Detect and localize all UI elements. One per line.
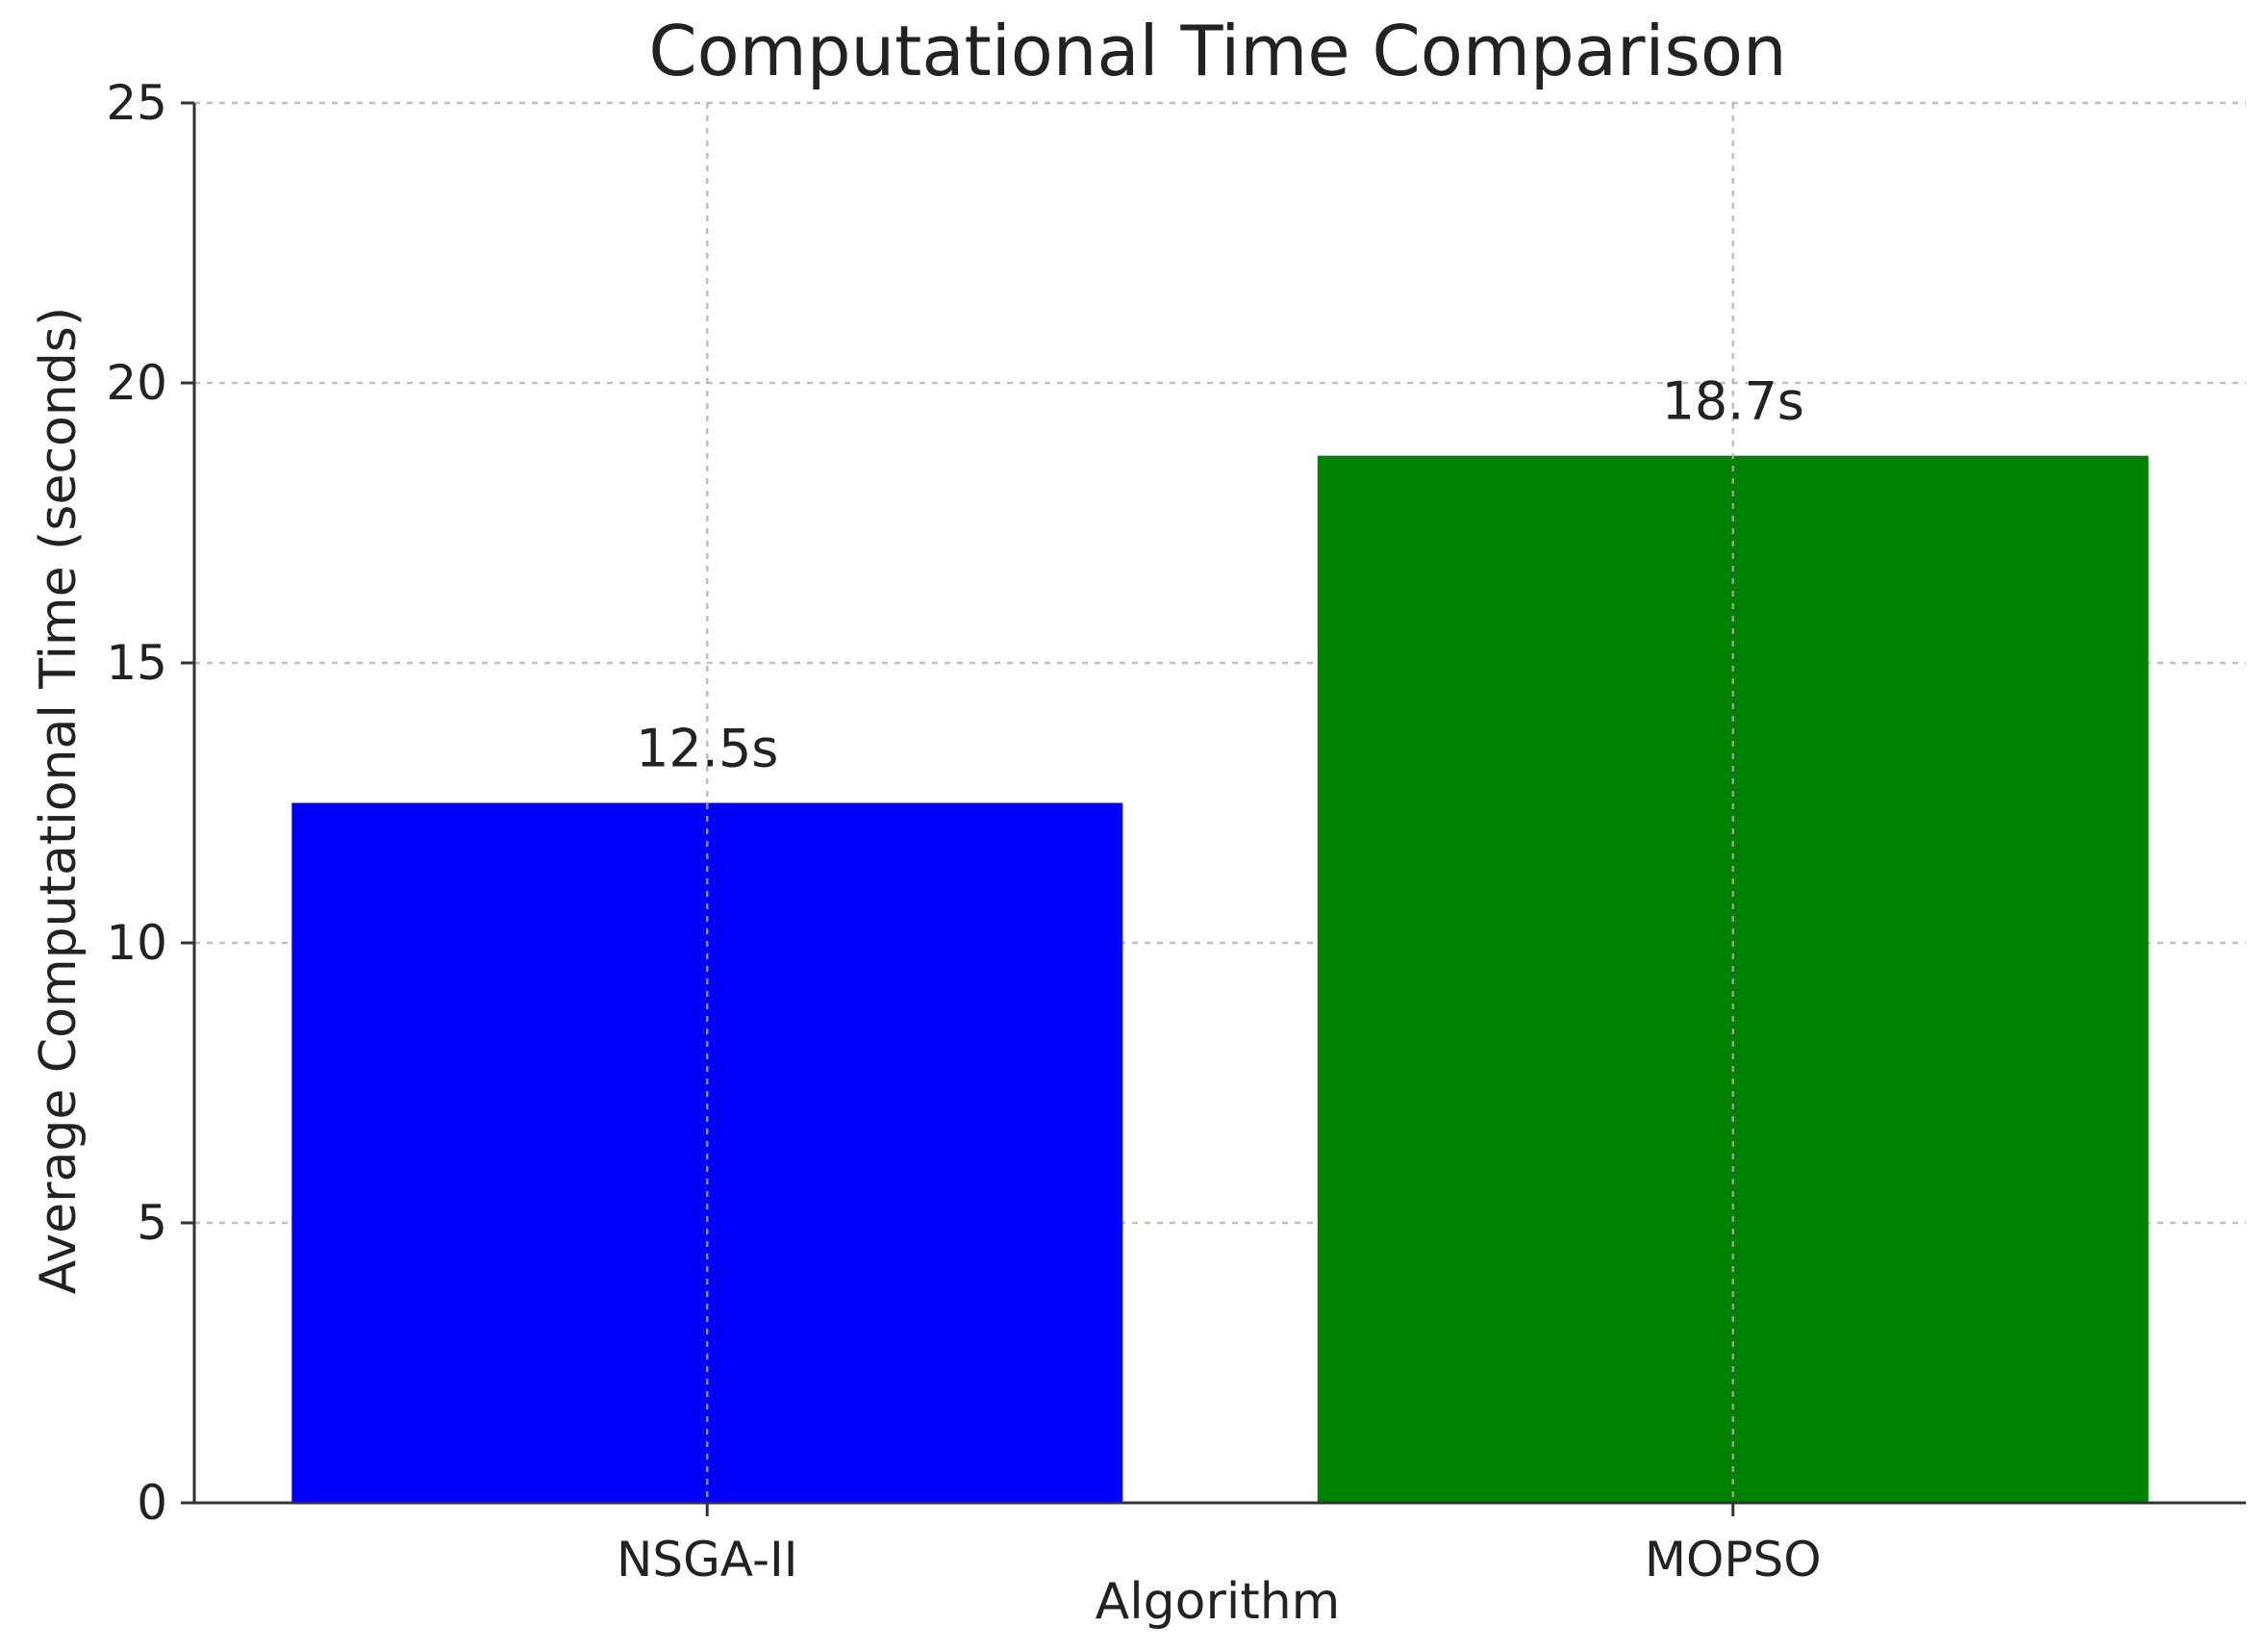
bars bbox=[291, 455, 2149, 1503]
y-tick-label: 25 bbox=[106, 75, 167, 131]
labels: 0 5 10 15 20 25 NSGA-II MOPSO 12.5s 18.7s bbox=[106, 75, 1821, 1588]
data-label: 12.5s bbox=[636, 719, 778, 779]
y-tick-label: 0 bbox=[137, 1475, 167, 1531]
x-tick-label: NSGA-II bbox=[617, 1532, 798, 1588]
x-tick-label: MOPSO bbox=[1645, 1532, 1822, 1588]
data-label: 18.7s bbox=[1662, 371, 1804, 432]
y-tick-label: 10 bbox=[106, 915, 167, 971]
x-axis-title: Algorithm bbox=[1096, 1573, 1341, 1631]
y-axis-title: Average Computational Time (seconds) bbox=[30, 307, 88, 1294]
y-tick-label: 20 bbox=[106, 355, 167, 411]
axes bbox=[181, 101, 2246, 1516]
y-tick-label: 15 bbox=[106, 635, 167, 691]
y-tick-label: 5 bbox=[137, 1195, 167, 1251]
x-gridlines bbox=[706, 103, 1734, 1503]
chart-title: Computational Time Comparison bbox=[648, 11, 1786, 91]
